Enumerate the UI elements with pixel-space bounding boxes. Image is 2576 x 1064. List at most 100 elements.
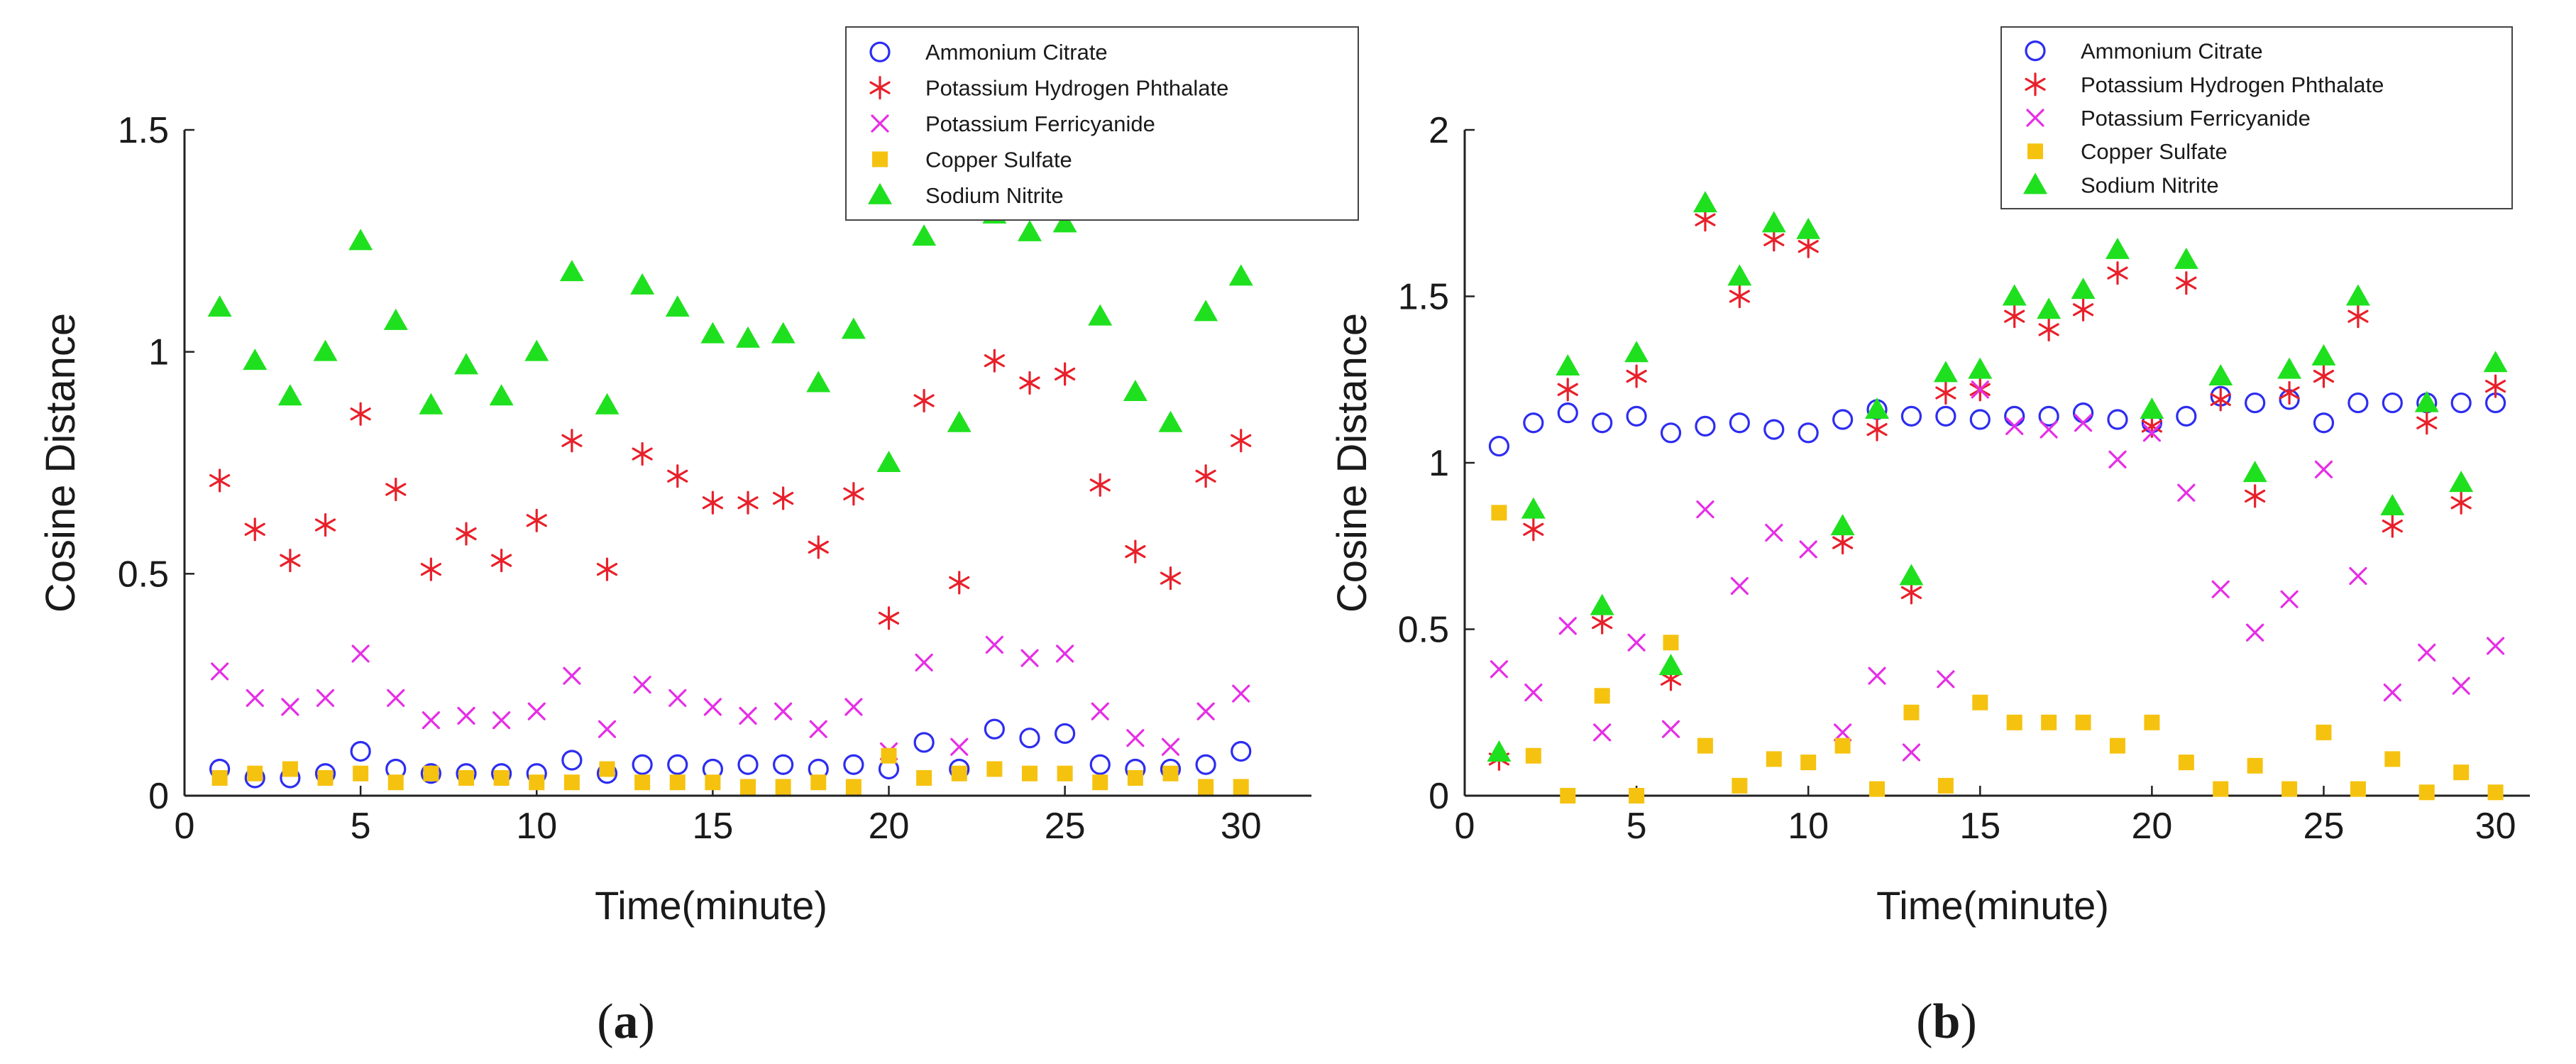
data-point [1232, 684, 1250, 703]
data-point [947, 410, 971, 432]
data-point [598, 720, 617, 738]
data-point [1558, 617, 1577, 635]
data-point [773, 754, 794, 775]
data-point [1158, 410, 1183, 432]
data-point [1488, 435, 1510, 457]
data-point [2277, 357, 2302, 379]
data-point [1194, 300, 1218, 322]
data-point [1593, 723, 1612, 742]
data-point [385, 477, 407, 502]
data-point [1198, 779, 1214, 795]
data-point [493, 769, 510, 786]
x-tick-label: 10 [1788, 806, 1829, 847]
data-point [211, 662, 229, 681]
data-point [737, 754, 759, 775]
panel-label-b: (b) [1916, 994, 1977, 1049]
data-point [247, 765, 263, 781]
data-point [951, 765, 967, 781]
legend-marker [2026, 109, 2044, 127]
data-point [2107, 261, 2128, 285]
legend-marker [869, 75, 891, 100]
data-point [2245, 484, 2266, 508]
data-point [316, 689, 335, 708]
series-circle [209, 718, 1252, 789]
data-point [2144, 714, 2160, 730]
x-tick-label: 15 [692, 806, 733, 847]
data-point [843, 754, 864, 775]
data-point [1832, 530, 1854, 555]
y-tick-label: 0 [148, 776, 169, 817]
data-point [913, 732, 935, 753]
data-point [1626, 364, 1647, 388]
legend-box [2000, 26, 2513, 209]
x-tick-label: 10 [516, 806, 557, 847]
data-point [559, 260, 584, 282]
legend-marker [2027, 143, 2043, 160]
data-point [1761, 211, 1786, 233]
data-point [350, 740, 371, 762]
x-axis-label: Time(minute) [1876, 883, 2109, 928]
data-point [1866, 417, 1888, 441]
data-point [1971, 380, 1989, 399]
data-point [1732, 777, 1748, 794]
data-point [665, 295, 690, 317]
data-point [1557, 378, 1578, 402]
data-point [1903, 704, 1920, 720]
data-point [282, 761, 298, 777]
data-point [1127, 769, 1143, 786]
data-point [2347, 392, 2369, 414]
data-point [599, 761, 615, 777]
data-point [561, 429, 583, 453]
data-point [2450, 490, 2472, 515]
data-point [1763, 419, 1785, 440]
data-point [1798, 234, 1819, 258]
data-point [2452, 676, 2470, 695]
data-point [1228, 264, 1253, 286]
y-tick-label: 1 [148, 332, 169, 373]
series-circle [1488, 385, 2506, 457]
legend-marker [2025, 72, 2046, 97]
x-tick-label: 30 [1221, 806, 1262, 847]
x-tick-label: 5 [351, 806, 371, 847]
data-point [2142, 424, 2161, 442]
data-point [1935, 380, 1956, 405]
series-triangle [207, 202, 1253, 472]
data-point [561, 750, 583, 771]
data-point [422, 711, 440, 730]
data-point [700, 322, 725, 344]
data-point [1696, 500, 1714, 519]
data-point [2242, 461, 2267, 483]
data-point [1900, 581, 1922, 605]
data-point [2178, 755, 2194, 771]
data-point [2105, 237, 2130, 259]
panel-label-close: ) [1960, 994, 1976, 1049]
legend-marker [871, 114, 889, 133]
data-point [1231, 429, 1252, 453]
data-point [2246, 623, 2264, 642]
data-point [2038, 405, 2059, 427]
data-point [844, 698, 863, 716]
data-point [2004, 405, 2025, 427]
data-point [2487, 784, 2504, 801]
data-point [454, 353, 478, 375]
y-axis-label: Cosine Distance [1329, 313, 1375, 613]
data-point [668, 689, 687, 708]
data-point [1697, 737, 1713, 754]
data-point [771, 322, 796, 344]
data-point [632, 441, 653, 466]
data-point [563, 774, 580, 791]
data-point [739, 706, 757, 725]
data-point [1521, 497, 1546, 519]
data-point [1019, 728, 1040, 749]
data-point [423, 765, 439, 781]
data-point [2210, 388, 2231, 412]
data-point [1972, 694, 1988, 711]
data-point [806, 371, 831, 393]
data-point [2040, 420, 2058, 439]
data-point [2384, 751, 2401, 767]
data-point [2177, 483, 2196, 502]
data-point [244, 517, 265, 542]
ticks-a: 0 5 10 15 20 25 30 0 0.5 1 1.5 [118, 110, 1262, 847]
data-point [1091, 702, 1109, 720]
